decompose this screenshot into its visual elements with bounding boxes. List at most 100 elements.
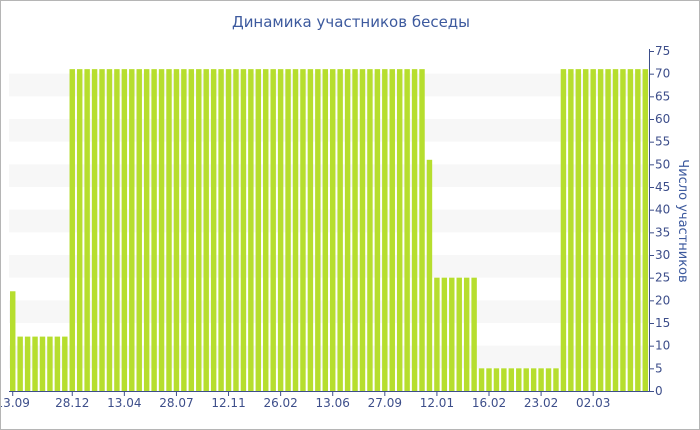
x-tick-label: 27.09	[368, 396, 402, 410]
y-axis-ticks: 0 5 10 15 20 25 30 35 40 45 50 55 60 65 70 75	[649, 44, 670, 398]
bar[interactable]	[91, 69, 98, 391]
bar[interactable]	[374, 69, 381, 391]
grid-bands	[9, 73, 649, 369]
bar[interactable]	[456, 277, 462, 391]
bar[interactable]	[181, 69, 187, 391]
bar[interactable]	[337, 69, 343, 391]
bar[interactable]	[203, 69, 209, 391]
bar-series	[10, 69, 648, 391]
bar[interactable]	[240, 69, 247, 391]
bar[interactable]	[382, 69, 388, 391]
bar[interactable]	[69, 69, 75, 391]
bar[interactable]	[568, 69, 574, 391]
bar[interactable]	[255, 69, 262, 391]
bar[interactable]	[32, 336, 38, 391]
grid-band	[9, 300, 649, 323]
x-tick-label: 12.11	[211, 396, 245, 410]
grid-band	[9, 209, 649, 233]
bar[interactable]	[263, 69, 269, 391]
bar[interactable]	[449, 277, 455, 391]
x-tick-label: 13.04	[107, 396, 141, 410]
bar[interactable]	[24, 336, 31, 391]
bar[interactable]	[76, 69, 83, 391]
bar[interactable]	[530, 368, 537, 391]
x-axis-ticks: 13.09 28.12 13.04 28.07 12.11 26.02 13.06 27.09…	[1, 391, 610, 410]
y-tick-label: 55	[655, 135, 670, 149]
bar[interactable]	[396, 69, 403, 391]
bar[interactable]	[508, 368, 515, 391]
bar[interactable]	[419, 69, 425, 391]
x-tick-label: 12.01	[420, 396, 454, 410]
bar[interactable]	[523, 368, 529, 391]
bar[interactable]	[151, 69, 157, 391]
bar[interactable]	[106, 69, 113, 391]
bar[interactable]	[359, 69, 366, 391]
bar[interactable]	[47, 336, 53, 391]
bar[interactable]	[129, 69, 135, 391]
bar[interactable]	[322, 69, 328, 391]
bar[interactable]	[493, 368, 500, 391]
bar[interactable]	[575, 69, 582, 391]
bar[interactable]	[605, 69, 611, 391]
bar[interactable]	[344, 69, 351, 391]
bar[interactable]	[560, 69, 567, 391]
bar[interactable]	[99, 69, 105, 391]
y-tick-label: 60	[655, 112, 670, 126]
bar[interactable]	[143, 69, 150, 391]
bar[interactable]	[315, 69, 321, 391]
bar[interactable]	[411, 69, 418, 391]
bar[interactable]	[62, 336, 68, 391]
bar[interactable]	[620, 69, 626, 391]
bar[interactable]	[597, 69, 604, 391]
bar[interactable]	[188, 69, 195, 391]
bar[interactable]	[54, 336, 61, 391]
bar[interactable]	[136, 69, 142, 391]
y-tick-label: 5	[655, 361, 663, 375]
bar[interactable]	[389, 69, 395, 391]
bar[interactable]	[590, 69, 596, 391]
bar[interactable]	[612, 69, 619, 391]
bar[interactable]	[292, 69, 299, 391]
bar[interactable]	[545, 368, 552, 391]
bar[interactable]	[166, 69, 172, 391]
bar[interactable]	[248, 69, 254, 391]
bar[interactable]	[463, 277, 470, 391]
bar[interactable]	[270, 69, 276, 391]
bar[interactable]	[39, 336, 46, 391]
bar[interactable]	[158, 69, 165, 391]
bar[interactable]	[434, 277, 440, 391]
bar[interactable]	[516, 368, 522, 391]
bar[interactable]	[307, 69, 314, 391]
bar[interactable]	[367, 69, 373, 391]
bar[interactable]	[233, 69, 239, 391]
bar[interactable]	[471, 277, 477, 391]
bar[interactable]	[84, 69, 90, 391]
bar[interactable]	[404, 69, 410, 391]
bar[interactable]	[501, 368, 507, 391]
bar[interactable]	[352, 69, 358, 391]
bar[interactable]	[300, 69, 306, 391]
bar[interactable]	[277, 69, 284, 391]
grid-band	[9, 164, 649, 187]
bar[interactable]	[285, 69, 291, 391]
bar[interactable]	[486, 368, 492, 391]
bar[interactable]	[210, 69, 217, 391]
bar[interactable]	[635, 69, 641, 391]
bar[interactable]	[225, 69, 232, 391]
bar[interactable]	[538, 368, 544, 391]
bar[interactable]	[173, 69, 180, 391]
bar[interactable]	[583, 69, 589, 391]
bar[interactable]	[642, 69, 648, 391]
bar[interactable]	[426, 159, 433, 391]
bar[interactable]	[627, 69, 634, 391]
bar[interactable]	[114, 69, 120, 391]
bar[interactable]	[553, 368, 559, 391]
bar[interactable]	[196, 69, 202, 391]
bar[interactable]	[10, 291, 16, 391]
bar[interactable]	[478, 368, 485, 391]
bar[interactable]	[218, 69, 224, 391]
bar[interactable]	[330, 69, 336, 391]
bar[interactable]	[17, 336, 23, 391]
bar[interactable]	[441, 277, 448, 391]
bar[interactable]	[121, 69, 128, 391]
